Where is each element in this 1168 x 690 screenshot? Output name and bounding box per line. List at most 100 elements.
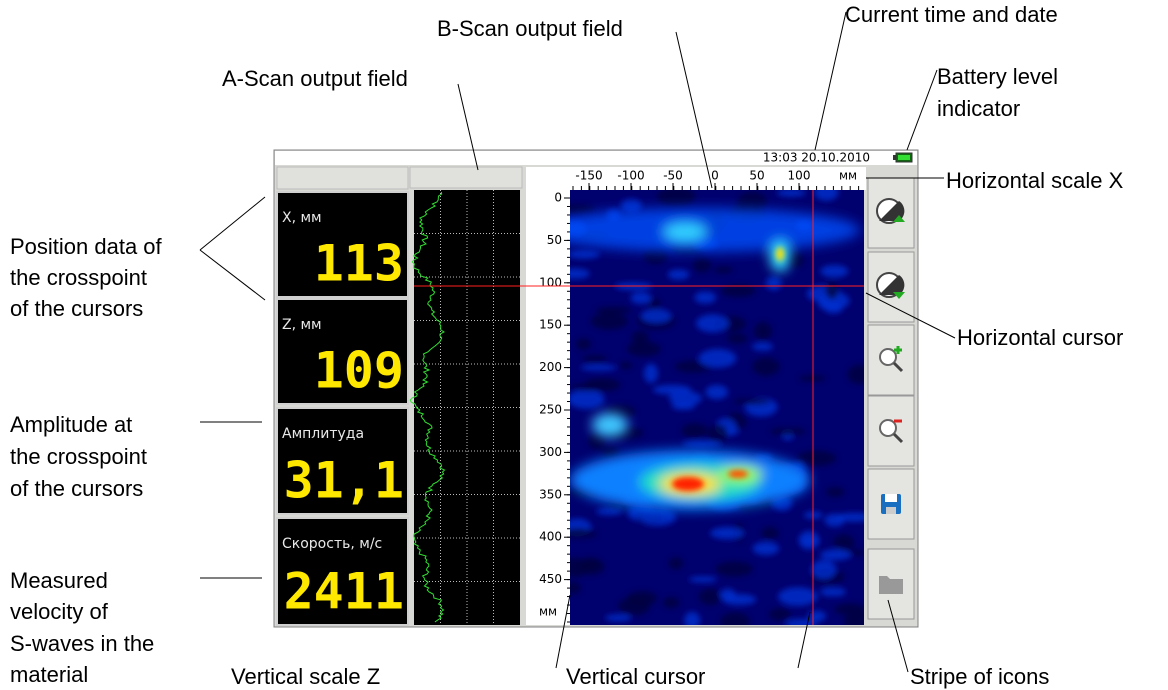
readout-label: Амплитуда: [282, 426, 364, 442]
annotation: B-Scan output field: [437, 16, 623, 41]
annotation: Measured: [10, 568, 108, 593]
texture-blob: [669, 557, 683, 569]
annotation: A-Scan output field: [222, 66, 408, 91]
x-tick-label: 0: [711, 169, 719, 183]
texture-blob: [681, 423, 707, 438]
texture-blob: [777, 189, 806, 197]
readout-value: 109: [314, 342, 404, 400]
texture-blob: [567, 250, 599, 259]
texture-blob: [811, 560, 836, 579]
datetime: 13:03 20.10.2010: [763, 151, 870, 165]
texture-blob: [644, 364, 658, 383]
x-tick-label: -100: [617, 169, 644, 183]
x-unit: мм: [839, 169, 857, 183]
x-tick-label: 100: [788, 169, 811, 183]
x-tick-label: 50: [749, 169, 764, 183]
texture-blob: [657, 187, 695, 206]
texture-blob: [689, 576, 717, 582]
annotation: of the cursors: [10, 296, 143, 321]
texture-blob: [682, 441, 721, 448]
texture-blob: [824, 514, 844, 527]
annotation: of the cursors: [10, 476, 143, 501]
texture-blob: [797, 451, 837, 466]
annotation: Current time and date: [845, 2, 1058, 27]
texture-blob: [820, 549, 851, 560]
texture-blob: [705, 385, 728, 399]
texture-blob: [826, 487, 845, 497]
texture-blob: [641, 309, 672, 323]
texture-blob: [627, 591, 657, 606]
readout-label: Z, мм: [282, 317, 322, 333]
texture-blob: [833, 534, 854, 551]
texture-blob: [752, 343, 773, 351]
texture-blob: [761, 527, 778, 540]
texture-blob: [720, 612, 750, 631]
battery-icon: [893, 153, 912, 162]
texture-blob: [668, 269, 690, 279]
texture-blob: [639, 508, 676, 526]
z-tick-label: 450: [539, 572, 562, 586]
texture-blob: [699, 589, 721, 606]
texture-blob: [694, 291, 716, 303]
texture-blob: [627, 341, 661, 356]
texture-blob: [799, 375, 826, 382]
icon-stripe: [868, 178, 914, 619]
annotation: Vertical scale Z: [231, 664, 380, 689]
annotation: S-waves in the: [10, 631, 154, 656]
texture-blob: [632, 331, 649, 345]
texture-blob: [696, 314, 729, 332]
z-unit: мм: [539, 605, 557, 619]
annotation: Vertical cursor: [566, 664, 705, 689]
z-tick-label: 300: [539, 445, 562, 459]
texture-blob: [619, 362, 632, 370]
texture-blob: [770, 427, 805, 435]
texture-blob: [714, 266, 733, 273]
z-tick-label: 250: [539, 403, 562, 417]
z-tick-label: 200: [539, 360, 562, 374]
readout-label: X, мм: [282, 210, 322, 226]
texture-blob: [727, 334, 747, 344]
readout-value: 113: [314, 235, 404, 293]
texture-blob: [693, 257, 711, 272]
z-tick-label: 150: [539, 318, 562, 332]
texture-blob: [582, 355, 608, 363]
z-tick-label: 100: [539, 275, 562, 289]
texture-blob: [825, 281, 839, 299]
annotation: the crosspoint: [10, 444, 147, 469]
z-tick-label: 50: [547, 233, 562, 247]
annotation: the crosspoint: [10, 265, 147, 290]
texture-blob: [715, 561, 752, 576]
texture-blob: [653, 385, 692, 395]
texture-blob: [601, 447, 618, 458]
annotation: material: [10, 662, 88, 687]
texture-blob: [834, 603, 866, 615]
texture-blob: [631, 292, 652, 304]
readouts: X, мм113Z, мм109Амплитуда31,1Скорость, м…: [277, 192, 408, 625]
readout-value: 31,1: [284, 452, 404, 510]
a-scan-header: [410, 167, 522, 188]
annotation: Battery level: [937, 64, 1058, 89]
texture-blob: [580, 365, 617, 371]
x-tick-label: -150: [575, 169, 602, 183]
texture-blob: [799, 531, 819, 550]
icon-glyph: [886, 507, 896, 514]
texture-blob: [591, 313, 628, 330]
texture-blob: [752, 542, 779, 555]
readout-header: [277, 167, 408, 189]
texture-blob: [568, 390, 605, 409]
icon-glyph: [885, 494, 897, 502]
texture-blob: [663, 597, 680, 608]
icon-glyph: [880, 420, 896, 436]
texture-blob: [710, 527, 744, 539]
texture-blob: [769, 608, 791, 621]
texture-blob: [820, 587, 846, 596]
annotation: Horizontal cursor: [957, 325, 1123, 350]
b-scan-image: [540, 184, 879, 631]
annotation: Horizontal scale X: [946, 168, 1124, 193]
annotation: indicator: [937, 96, 1020, 121]
texture-blob: [605, 614, 631, 621]
texture-blob: [595, 307, 631, 314]
texture-blob: [720, 589, 736, 601]
texture-blob: [819, 303, 841, 310]
texture-blob: [576, 338, 591, 349]
